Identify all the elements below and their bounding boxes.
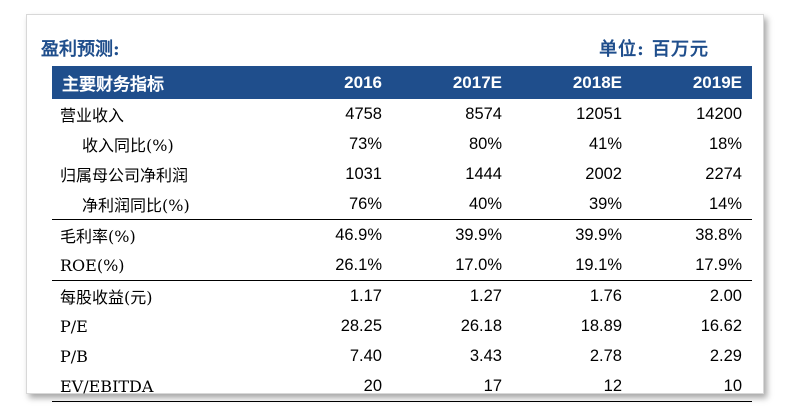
table-cell: 2274 xyxy=(705,164,742,183)
table-row: P/E 28.25 26.18 18.89 16.62 xyxy=(52,311,752,341)
table-cell: 12051 xyxy=(576,104,622,123)
table-cell: 1444 xyxy=(465,164,502,183)
table-cell: 8574 xyxy=(465,104,502,123)
table-row: ROE(%) 26.1% 17.0% 19.1% 17.9% xyxy=(52,250,752,281)
table-cell: 1.76 xyxy=(512,280,632,311)
row-label: 归属母公司净利润 xyxy=(60,166,189,185)
table-cell: 2002 xyxy=(585,164,622,183)
column-header: 主要财务指标 xyxy=(52,66,272,99)
table-row: 归属母公司净利润 1031 1444 2002 2274 xyxy=(52,159,752,189)
table-cell: 80% xyxy=(468,134,502,153)
table-cell: 2.00 xyxy=(632,280,752,311)
table-cell: 20 xyxy=(272,371,392,402)
row-label: P/B xyxy=(60,346,88,366)
row-label: 每股收益(元) xyxy=(52,280,272,311)
table-cell: 26.18 xyxy=(460,316,502,335)
table-cell: 18% xyxy=(708,134,742,153)
table-cell: 38.8% xyxy=(632,219,752,250)
column-header: 2016 xyxy=(272,66,392,99)
table-cell: 18.89 xyxy=(580,316,622,335)
row-label: 营业收入 xyxy=(60,106,125,125)
table-cell: 39.9% xyxy=(512,219,632,250)
table-cell: 3.43 xyxy=(469,346,502,365)
table-cell: 4758 xyxy=(345,104,382,123)
table-cell: 17.9% xyxy=(695,255,742,274)
table-cell: 39.9% xyxy=(392,219,512,250)
table-header-row: 主要财务指标 2016 2017E 2018E 2019E xyxy=(52,66,752,99)
table-cell: 1.27 xyxy=(392,280,512,311)
table-row: P/B 7.40 3.43 2.78 2.29 xyxy=(52,341,752,371)
table-row: 净利润同比(%) 76% 40% 39% 14% xyxy=(52,189,752,220)
table-row: 毛利率(%) 46.9% 39.9% 39.9% 38.8% xyxy=(52,219,752,250)
table-cell: 17.0% xyxy=(455,255,502,274)
table-cell: 19.1% xyxy=(575,255,622,274)
unit-label: 单位: 百万元 xyxy=(599,39,709,60)
table-row: 每股收益(元) 1.17 1.27 1.76 2.00 xyxy=(52,280,752,311)
table-cell: 16.62 xyxy=(700,316,742,335)
forecast-table: 主要财务指标 2016 2017E 2018E 2019E 营业收入 4758 … xyxy=(52,66,752,402)
table-cell: 2.78 xyxy=(589,346,622,365)
table-cell: 39% xyxy=(588,194,622,213)
table-row: 营业收入 4758 8574 12051 14200 xyxy=(52,99,752,129)
table-row: EV/EBITDA 20 17 12 10 xyxy=(52,371,752,402)
table-cell: 46.9% xyxy=(272,219,392,250)
table-cell: 1031 xyxy=(345,164,382,183)
column-header: 2017E xyxy=(392,66,512,99)
column-header: 2019E xyxy=(632,66,752,99)
row-label: 毛利率(%) xyxy=(52,219,272,250)
table-cell: 26.1% xyxy=(335,255,382,274)
table-row: 收入同比(%) 73% 80% 41% 18% xyxy=(52,129,752,159)
table-cell: 40% xyxy=(468,194,502,213)
table-cell: 76% xyxy=(348,194,382,213)
table-cell: 10 xyxy=(632,371,752,402)
table-cell: 14200 xyxy=(696,104,742,123)
table-cell: 1.17 xyxy=(272,280,392,311)
table-cell: 41% xyxy=(588,134,622,153)
table-cell: 2.29 xyxy=(709,346,742,365)
column-header: 2018E xyxy=(512,66,632,99)
page-title: 盈利预测: xyxy=(41,39,120,60)
title-bar: 盈利预测: 单位: 百万元 xyxy=(27,29,763,63)
row-label: 净利润同比(%) xyxy=(82,196,190,215)
table-cell: 28.25 xyxy=(340,316,382,335)
table-cell: 12 xyxy=(512,371,632,402)
row-label: ROE(%) xyxy=(60,255,125,275)
row-label: 收入同比(%) xyxy=(82,136,174,155)
table-cell: 73% xyxy=(348,134,382,153)
row-label: P/E xyxy=(60,316,88,336)
table-cell: 17 xyxy=(392,371,512,402)
table-cell: 14% xyxy=(708,194,742,213)
table-cell: 7.40 xyxy=(349,346,382,365)
row-label: EV/EBITDA xyxy=(52,371,272,402)
